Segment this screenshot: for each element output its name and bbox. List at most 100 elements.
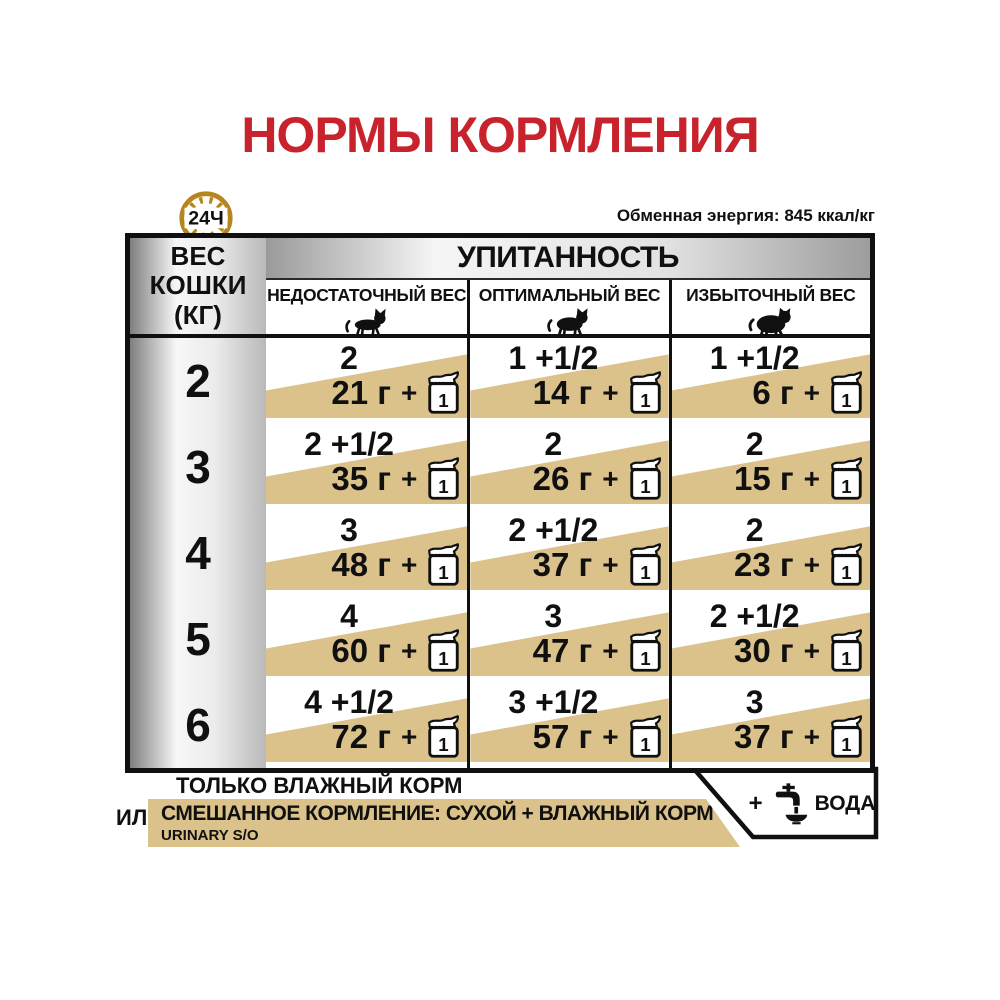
energy-note: Обменная энергия: 845 ккал/кг (616, 206, 875, 225)
wet-food-pouch-icon: 1 (427, 715, 460, 759)
dry-amount: 15 г + 1 (734, 457, 863, 501)
plus-sign: + (602, 549, 619, 580)
dry-amount: 26 г + 1 (533, 457, 662, 501)
column-header-underweight: НЕДОСТАТОЧНЫЙ ВЕС (266, 280, 468, 338)
plus-sign: + (602, 377, 619, 408)
dry-amount: 72 г + 1 (331, 715, 460, 759)
feeding-cell: 2 23 г + 1 (668, 510, 870, 596)
weight-cell: 6 (130, 682, 266, 768)
grams-value: 30 г (734, 632, 794, 669)
urinary-label: URINARY S/O (161, 827, 259, 844)
dry-amount: 23 г + 1 (734, 543, 863, 587)
pouch-count: 2 (340, 340, 358, 376)
feeding-cell: 2 21 г + 1 (266, 338, 468, 424)
pouch-count-label: 1 (439, 390, 449, 411)
wet-food-pouch-icon: 1 (427, 371, 460, 415)
grams-value: 57 г (532, 718, 593, 755)
wet-food-pouch-icon: 1 (427, 543, 460, 587)
pouch-count: 3 (544, 598, 563, 634)
pouch-count: 2 +1/2 (709, 598, 800, 634)
wet-food-pouch-icon: 1 (629, 371, 662, 415)
24h-dial-icon: 24Ч (178, 190, 234, 246)
feeding-cell: 1 +1/2 14 г + 1 (467, 338, 669, 424)
dry-amount: 60 г + 1 (331, 629, 460, 673)
pouch-count-label: 1 (640, 648, 650, 669)
feeding-cell: 3 37 г + 1 (668, 682, 870, 768)
pouch-count-label: 1 (841, 734, 851, 755)
feeding-cell: 3 +1/2 57 г + 1 (467, 682, 669, 768)
wet-food-pouch-icon: 1 (830, 715, 863, 759)
weight-header-line: (КГ) (174, 299, 222, 330)
pouch-count: 4 +1/2 (304, 684, 394, 720)
fat-cat-icon (748, 307, 794, 337)
plus-sign: + (602, 635, 619, 666)
pouch-count: 2 (544, 426, 563, 462)
plus-sign: + (803, 463, 820, 494)
dry-amount: 35 г + 1 (331, 457, 460, 501)
plus-sign: + (602, 463, 619, 494)
wet-food-pouch-icon: 1 (629, 715, 662, 759)
pouch-count: 2 (745, 426, 764, 462)
pouch-count: 1 +1/2 (508, 340, 599, 376)
plus-sign: + (803, 549, 820, 580)
column-header-label: ИЗБЫТОЧНЫЙ ВЕС (686, 285, 856, 305)
plus-sign: + (803, 635, 820, 666)
feeding-cell: 3 48 г + 1 (266, 510, 468, 596)
pouch-count-label: 1 (841, 390, 851, 411)
mixed-feeding-label: СМЕШАННОЕ КОРМЛЕНИЕ: СУХОЙ + ВЛАЖНЫЙ КОР… (161, 802, 714, 825)
plus-sign: + (400, 463, 418, 494)
wet-food-pouch-icon: 1 (629, 629, 662, 673)
feeding-cell: 4 +1/2 72 г + 1 (266, 682, 468, 768)
dry-amount: 6 г + 1 (752, 371, 863, 415)
pouch-count-label: 1 (439, 648, 449, 669)
feeding-cell: 2 +1/2 30 г + 1 (668, 596, 870, 682)
pouch-count-label: 1 (841, 562, 851, 583)
weight-cell: 5 (130, 596, 266, 682)
mixed-feeding-band: СМЕШАННОЕ КОРМЛЕНИЕ: СУХОЙ + ВЛАЖНЫЙ КОР… (148, 799, 740, 847)
wet-food-pouch-icon: 1 (830, 371, 863, 415)
wet-food-pouch-icon: 1 (427, 629, 460, 673)
dry-amount: 47 г + 1 (533, 629, 662, 673)
dry-amount: 37 г + 1 (734, 715, 863, 759)
condition-header: УПИТАННОСТЬ (266, 238, 870, 280)
dry-amount: 30 г + 1 (734, 629, 863, 673)
plus-sign: + (803, 721, 820, 752)
pouch-count-label: 1 (640, 562, 650, 583)
water-box: + ВОДА (691, 766, 879, 840)
grams-value: 37 г (532, 546, 593, 583)
wet-food-pouch-icon: 1 (830, 543, 863, 587)
column-header-label: НЕДОСТАТОЧНЫЙ ВЕС (267, 285, 467, 305)
grams-value: 48 г (331, 546, 391, 583)
wet-food-pouch-icon: 1 (830, 457, 863, 501)
dry-amount: 14 г + 1 (533, 371, 662, 415)
grams-value: 60 г (331, 632, 391, 669)
pouch-count-label: 1 (439, 734, 449, 755)
pouch-count-label: 1 (640, 734, 650, 755)
pouch-count: 2 +1/2 (304, 426, 394, 462)
wet-food-pouch-icon: 1 (427, 457, 460, 501)
weight-cell: 2 (130, 338, 266, 424)
feeding-cell: 2 +1/2 35 г + 1 (266, 424, 468, 510)
column-header-label: ОПТИМАЛЬНЫЙ ВЕС (478, 285, 661, 305)
grams-value: 47 г (532, 632, 593, 669)
pouch-count-label: 1 (439, 562, 449, 583)
dry-amount: 21 г + 1 (331, 371, 460, 415)
wet-only-label: ТОЛЬКО ВЛАЖНЫЙ КОРМ (176, 773, 463, 798)
dry-amount: 48 г + 1 (331, 543, 460, 587)
weight-header-line: ВЕС (170, 240, 226, 271)
plus-sign: + (400, 635, 418, 666)
pouch-count-label: 1 (841, 648, 851, 669)
grams-value: 72 г (331, 718, 391, 755)
pouch-count-label: 1 (640, 390, 650, 411)
plus-sign: + (748, 790, 763, 817)
plus-sign: + (400, 721, 418, 752)
grams-value: 21 г (331, 374, 391, 411)
wet-food-pouch-icon: 1 (629, 457, 662, 501)
wet-food-pouch-icon: 1 (629, 543, 662, 587)
pouch-count-label: 1 (640, 476, 650, 497)
plus-sign: + (803, 377, 820, 408)
plus-sign: + (602, 721, 619, 752)
pouch-count: 4 (340, 598, 358, 634)
feeding-cell: 1 +1/2 6 г + 1 (668, 338, 870, 424)
weight-cell: 3 (130, 424, 266, 510)
